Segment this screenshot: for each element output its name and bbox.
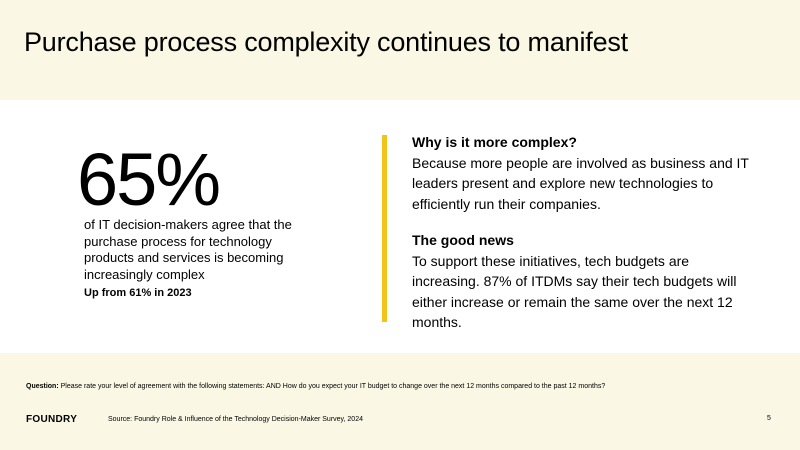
page-number: 5 <box>767 415 771 422</box>
slide-content: 65% of IT decision-makers agree that the… <box>0 100 800 353</box>
section-why: Why is it more complex? Because more peo… <box>412 132 752 214</box>
source-note: Source: Foundry Role & Influence of the … <box>108 416 363 423</box>
stat-description: of IT decision-makers agree that the pur… <box>84 217 292 282</box>
question-label: Question: <box>26 383 59 390</box>
accent-divider <box>382 135 387 322</box>
section-heading: Why is it more complex? <box>412 134 577 150</box>
section-body: To support these initiatives, tech budge… <box>412 252 737 331</box>
stat-value: 65% <box>77 138 221 221</box>
section-good-news: The good news To support these initiativ… <box>412 230 752 333</box>
section-body: Because more people are involved as busi… <box>412 154 749 212</box>
stat-subtext: Up from 61% in 2023 <box>84 287 192 299</box>
slide-header: Purchase process complexity continues to… <box>0 0 800 100</box>
survey-question: Question: Please rate your level of agre… <box>26 383 605 390</box>
foundry-logo: FOUNDRY <box>26 414 78 425</box>
explanation-column: Why is it more complex? Because more peo… <box>412 132 752 349</box>
question-text: Please rate your level of agreement with… <box>58 383 606 390</box>
section-heading: The good news <box>412 232 514 248</box>
slide-title: Purchase process complexity continues to… <box>24 27 628 57</box>
